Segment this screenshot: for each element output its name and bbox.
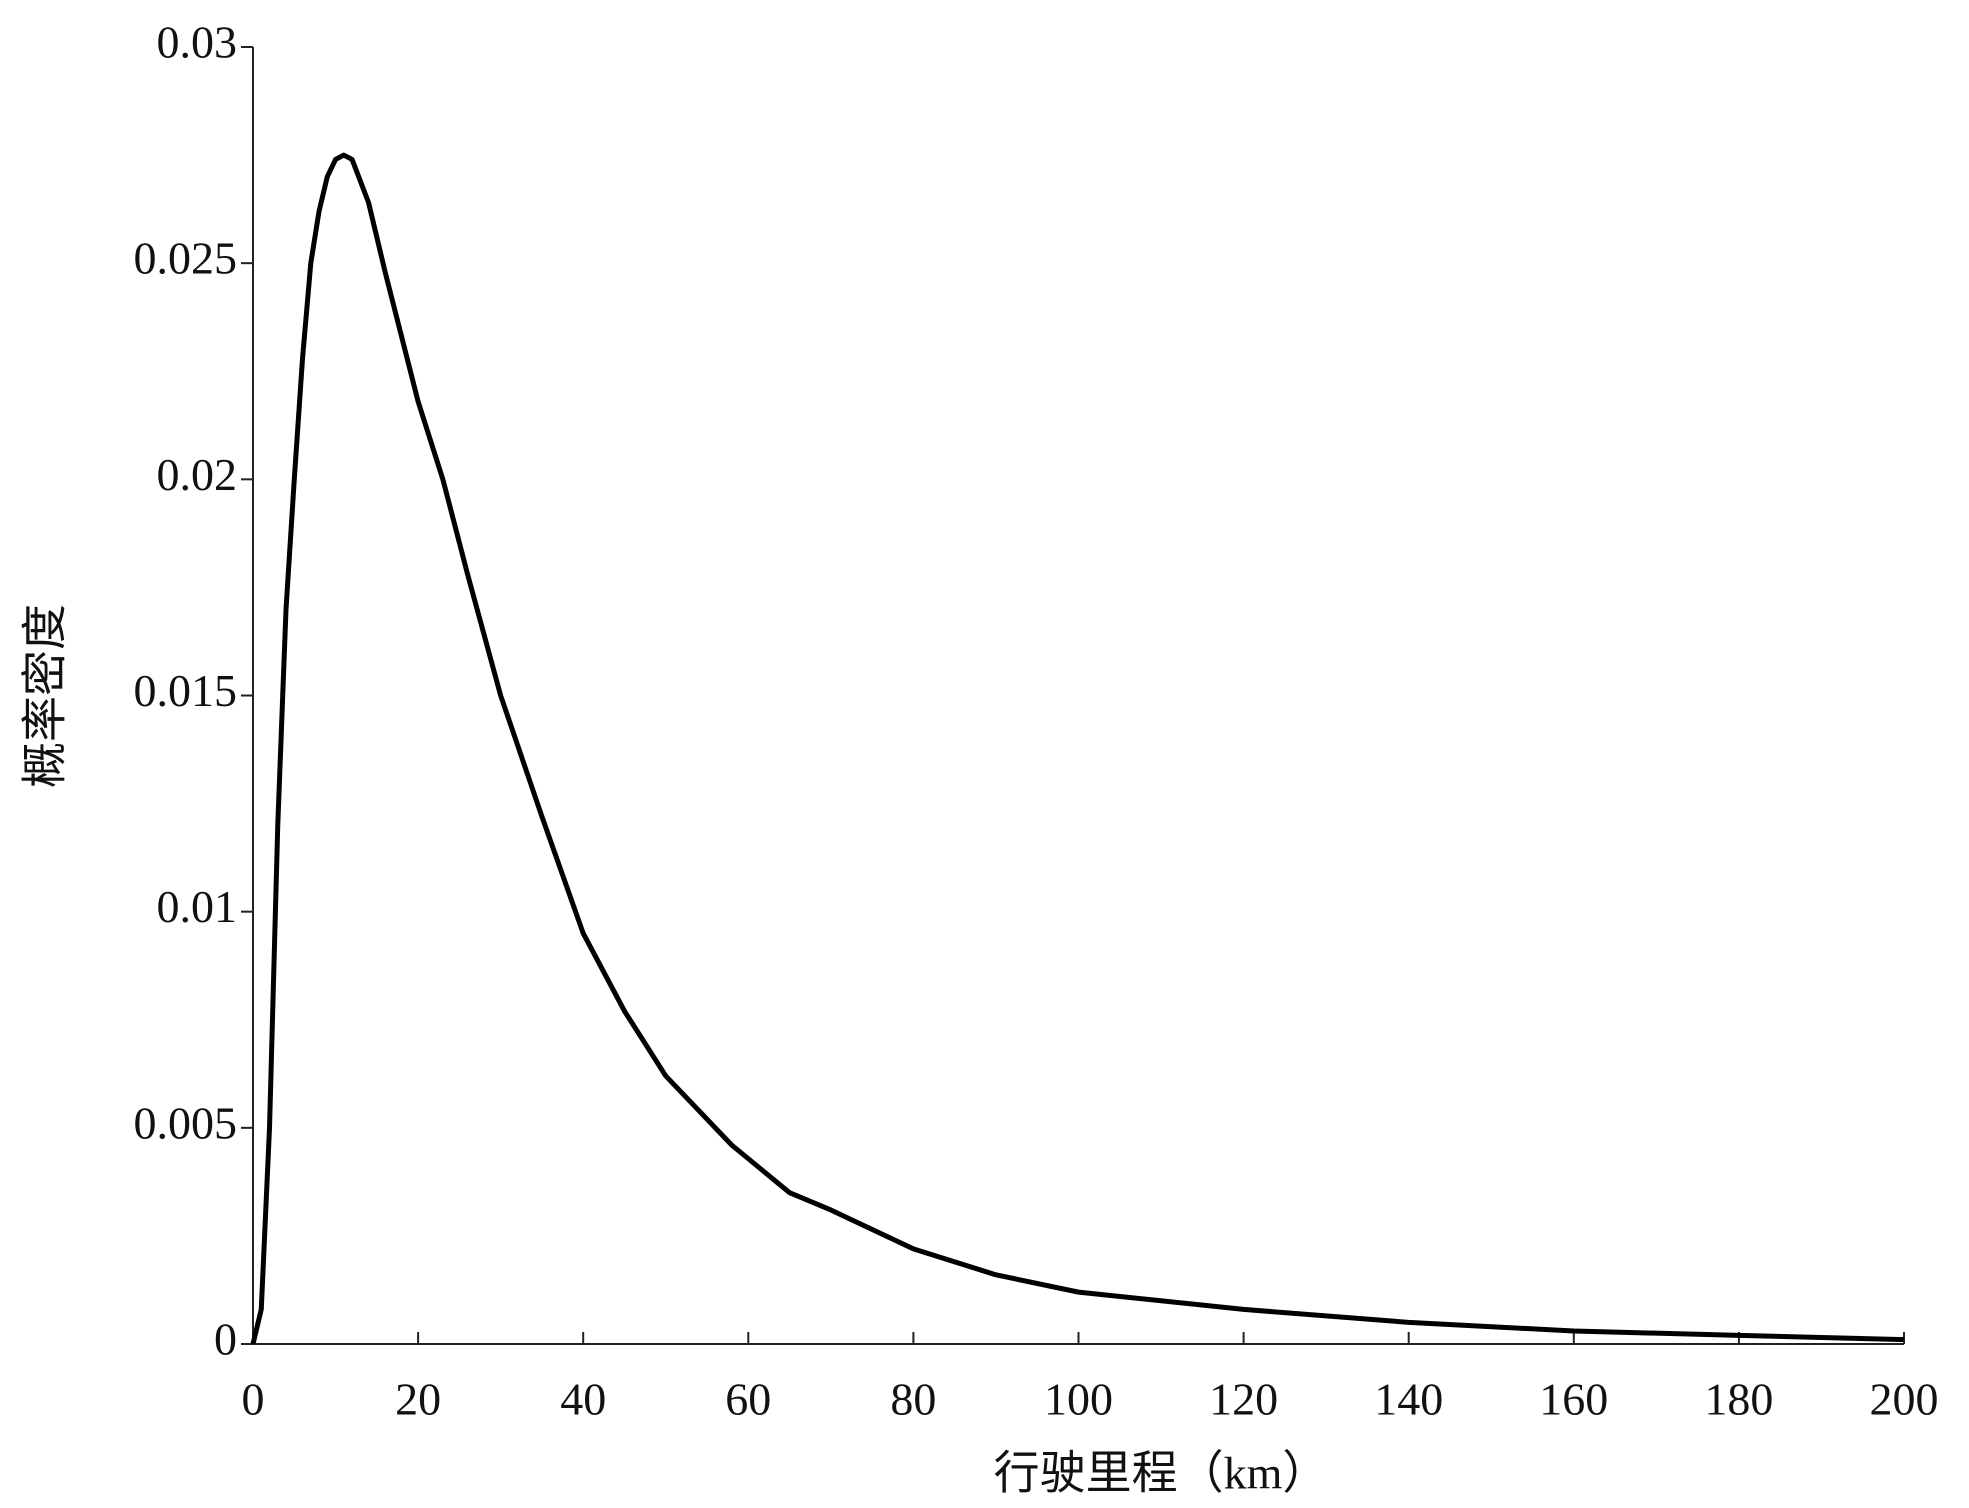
y-tick-label: 0 [214,1314,237,1365]
y-tick-label: 0.005 [134,1097,238,1148]
y-tick-label: 0.015 [134,665,238,716]
x-tick-label: 40 [560,1374,606,1425]
x-tick-label: 100 [1044,1374,1113,1425]
x-tick-label: 200 [1870,1374,1939,1425]
x-tick-label: 0 [242,1374,265,1425]
x-tick-label: 80 [890,1374,936,1425]
x-tick-label: 180 [1704,1374,1773,1425]
x-tick-label: 140 [1374,1374,1443,1425]
x-tick-label: 160 [1539,1374,1608,1425]
line-series [250,152,1905,1345]
y-tick-label: 0.02 [157,449,238,500]
x-tick-label: 60 [725,1374,771,1425]
y-tick-label: 0.025 [134,233,238,284]
y-tick-label: 0.03 [157,17,238,68]
y-tick-label: 0.01 [157,881,238,932]
x-tick-label: 120 [1209,1374,1278,1425]
y-axis-label: 概率密度 [20,604,71,788]
x-axis-label: 行驶里程（km） [994,1448,1329,1499]
x-tick-label: 20 [395,1374,441,1425]
